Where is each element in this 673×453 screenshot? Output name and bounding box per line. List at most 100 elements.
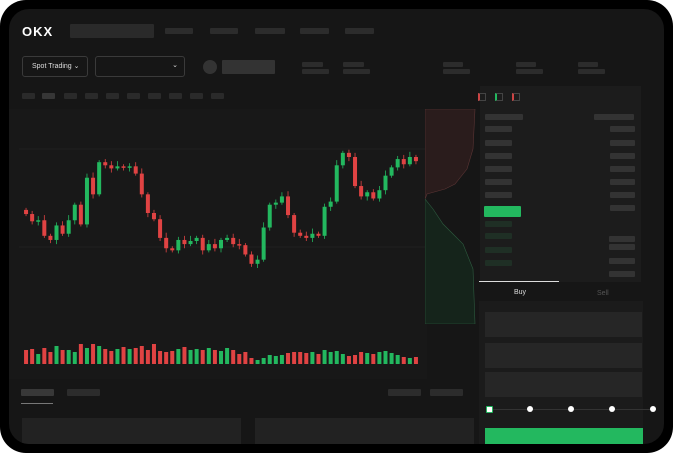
amount-input[interactable] — [485, 343, 642, 368]
volume-bar — [322, 350, 327, 364]
volume-bar — [212, 350, 217, 364]
volume-bar — [407, 358, 412, 364]
volume-bar — [42, 348, 47, 364]
candle-body — [103, 162, 108, 166]
timeframe-button[interactable] — [64, 93, 77, 99]
volume-bar — [139, 346, 144, 364]
candle-body — [334, 165, 339, 202]
volume-bar — [346, 356, 351, 364]
pair-name — [222, 60, 275, 74]
candle-body — [206, 244, 211, 251]
timeframe-button[interactable] — [169, 93, 182, 99]
candle-body — [225, 237, 230, 240]
candle-body — [243, 245, 248, 255]
candle-body — [371, 192, 376, 199]
active-tab-underline — [21, 403, 53, 404]
candle-body — [231, 237, 236, 245]
pair-selector[interactable]: ⌄ — [95, 56, 185, 77]
candle-body — [36, 220, 41, 222]
candle-body — [54, 225, 59, 240]
bid-depth — [425, 198, 476, 324]
tab-open-orders[interactable] — [21, 389, 54, 396]
volume-bar — [127, 349, 132, 364]
order-book-view-icon[interactable] — [512, 93, 520, 101]
volume-bar — [279, 355, 284, 364]
volume-bar — [377, 352, 382, 364]
search-bar[interactable] — [70, 24, 154, 38]
nav-item[interactable] — [345, 28, 374, 34]
stat-label — [578, 62, 598, 67]
candle-body — [30, 214, 35, 222]
volume-bar — [158, 351, 163, 364]
nav-item[interactable] — [165, 28, 193, 34]
volume-bar — [371, 354, 376, 364]
nav-item[interactable] — [255, 28, 285, 34]
candle-body — [267, 204, 272, 228]
volume-bar — [109, 351, 114, 364]
candle-body — [72, 204, 77, 221]
volume-bar — [145, 350, 150, 364]
slider-step[interactable] — [609, 406, 615, 412]
volume-bar — [298, 352, 303, 364]
volume-bar — [395, 355, 400, 364]
candlestick-chart[interactable] — [9, 109, 429, 379]
timeframe-button[interactable] — [190, 93, 203, 99]
stat-value — [516, 69, 543, 74]
chevron-down-icon: ⌄ — [73, 63, 80, 70]
order-book-view-icon[interactable] — [495, 93, 503, 101]
timeframe-button[interactable] — [85, 93, 98, 99]
tab-buy[interactable]: Buy — [514, 289, 527, 296]
active-tab-indicator — [479, 281, 559, 282]
candle-body — [322, 206, 327, 236]
last-price — [484, 206, 521, 217]
timeframe-button[interactable] — [127, 93, 140, 99]
candle-body — [60, 225, 65, 234]
ask-amount — [610, 179, 635, 185]
spot-trading-dropdown[interactable]: Spot Trading ⌄ — [22, 56, 88, 77]
volume-bar — [316, 354, 321, 364]
volume-bar — [200, 350, 205, 364]
timeframe-button[interactable] — [211, 93, 224, 99]
candle-body — [188, 241, 193, 245]
order-book-view-icon[interactable] — [478, 93, 486, 101]
tab-order-history[interactable] — [67, 389, 100, 396]
candle-body — [91, 177, 96, 195]
timeframe-button[interactable] — [106, 93, 119, 99]
nav-item[interactable] — [210, 28, 238, 34]
buy-button[interactable] — [485, 428, 643, 444]
candle-body — [365, 192, 370, 197]
timeframe-button[interactable] — [22, 93, 35, 99]
ask-amount — [610, 140, 635, 146]
tab-sell[interactable]: Sell — [597, 290, 609, 297]
volume-bar — [103, 349, 108, 364]
candle-body — [389, 167, 394, 176]
candle-body — [298, 232, 303, 236]
price-input[interactable] — [485, 312, 642, 337]
slider-step[interactable] — [650, 406, 656, 412]
candle-body — [377, 190, 382, 199]
volume-bar — [182, 347, 187, 364]
ask-amount — [610, 153, 635, 159]
volume-bar — [340, 354, 345, 364]
total-input[interactable] — [485, 372, 642, 397]
volume-bar — [353, 355, 358, 364]
candle-body — [121, 166, 126, 168]
volume-bar — [219, 351, 223, 364]
filter-button[interactable] — [430, 389, 463, 396]
timeframe-button[interactable] — [42, 93, 55, 99]
nav-item[interactable] — [300, 28, 329, 34]
volume-bar — [286, 353, 291, 364]
filter-button[interactable] — [388, 389, 421, 396]
volume-bar — [273, 356, 278, 364]
slider-step[interactable] — [527, 406, 533, 412]
ask-amount — [610, 166, 635, 172]
candle-body — [151, 213, 156, 220]
slider-step[interactable] — [486, 406, 493, 413]
timeframe-button[interactable] — [148, 93, 161, 99]
candle-body — [304, 235, 309, 238]
volume-bar — [91, 344, 96, 364]
candle-body — [219, 239, 223, 249]
volume-bar — [243, 352, 248, 364]
slider-step[interactable] — [568, 406, 574, 412]
stat-value — [578, 69, 605, 74]
